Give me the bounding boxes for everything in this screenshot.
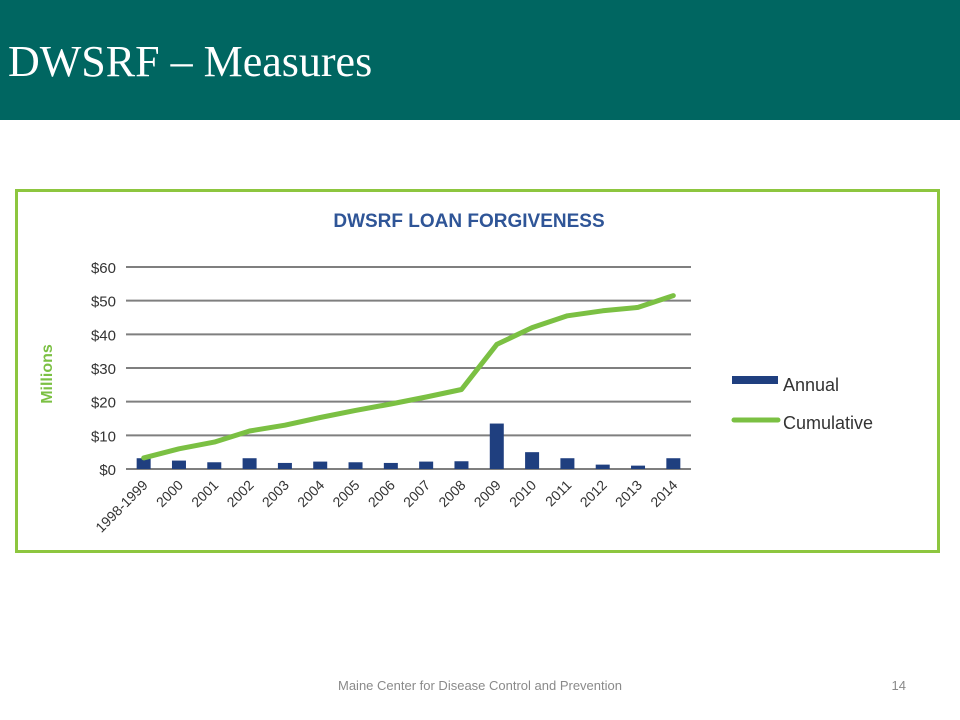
gridlines [126, 266, 691, 470]
x-tick-label: 2012 [576, 477, 609, 510]
legend-cumulative-label: Cumulative [783, 413, 873, 433]
x-tick-label: 2002 [223, 477, 256, 510]
y-tick-label: $10 [91, 428, 116, 445]
annual-bar [348, 462, 363, 469]
x-tick-label: 2011 [542, 477, 575, 510]
y-tick-label: $50 [91, 294, 116, 311]
annual-bar [136, 458, 151, 469]
x-tick-label: 2004 [294, 477, 327, 510]
annual-bar [666, 458, 681, 469]
annual-bars [136, 423, 681, 469]
legend-annual-swatch [732, 376, 778, 384]
x-tick-label: 2008 [435, 477, 468, 510]
annual-bar [313, 461, 328, 469]
y-axis-label: Millions [39, 344, 56, 404]
x-tick-label: 2003 [259, 477, 292, 510]
slide-title: DWSRF – Measures [8, 37, 373, 86]
y-tick-labels: $0 $10 $20 $30 $40 $50 $60 [91, 260, 116, 479]
annual-bar [631, 465, 646, 469]
annual-bar [525, 452, 540, 469]
annual-bar [171, 460, 186, 469]
annual-bar [277, 462, 292, 469]
annual-bar [489, 423, 504, 469]
x-tick-label: 2010 [506, 477, 539, 510]
x-tick-label: 1998-1999 [92, 477, 151, 536]
legend: Annual Cumulative [731, 375, 873, 433]
y-tick-label: $60 [91, 260, 116, 277]
annual-bar [242, 458, 257, 469]
y-tick-label: $40 [91, 327, 116, 344]
x-tick-label: 2005 [329, 477, 362, 510]
annual-bar [454, 461, 469, 469]
x-tick-label: 2013 [612, 477, 645, 510]
x-tick-labels: 1998-1999 2000 2001 2002 2003 2004 2005 2006 200… [92, 477, 680, 536]
cumulative-line-layer [141, 293, 676, 461]
y-tick-label: $20 [91, 395, 116, 412]
page-number: 14 [891, 678, 906, 693]
chart-title: DWSRF LOAN FORGIVENESS [333, 211, 604, 232]
x-tick-label: 2007 [400, 477, 433, 510]
y-tick-label: $0 [99, 462, 116, 479]
chart-frame: DWSRF LOAN FORGIVENESS Millions $0 $10 $20… [15, 189, 940, 553]
x-tick-label: 2014 [647, 477, 680, 510]
annual-bar [383, 462, 398, 469]
legend-annual-label: Annual [783, 375, 839, 395]
annual-bar [419, 461, 434, 469]
annual-bar [595, 464, 610, 469]
y-tick-label: $30 [91, 361, 116, 378]
x-tick-label: 2009 [471, 477, 504, 510]
x-tick-label: 2006 [365, 477, 398, 510]
cumulative-line [141, 293, 676, 461]
annual-bar [560, 458, 575, 469]
annual-bar [207, 462, 222, 469]
title-bar: DWSRF – Measures [0, 0, 960, 120]
x-tick-label: 2000 [153, 477, 186, 510]
footer-text: Maine Center for Disease Control and Pre… [338, 678, 622, 693]
loan-forgiveness-chart: DWSRF LOAN FORGIVENESS Millions $0 $10 $20… [39, 211, 873, 536]
x-tick-label: 2001 [188, 477, 221, 510]
